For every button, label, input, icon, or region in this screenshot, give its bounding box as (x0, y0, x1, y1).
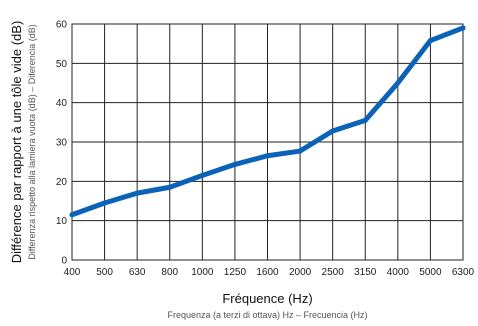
data-point (460, 25, 466, 31)
x-tick-label: 1600 (256, 267, 279, 278)
x-tick-label: 630 (129, 267, 146, 278)
x-tick-label: 500 (96, 267, 113, 278)
x-tick-label: 1000 (191, 267, 214, 278)
y-tick-labels: 0 10 20 30 40 50 60 (56, 20, 68, 267)
y-tick-label: 10 (56, 216, 68, 227)
data-point (362, 117, 368, 123)
y-tick-label: 30 (56, 138, 68, 149)
x-tick-label: 800 (161, 267, 178, 278)
x-tick-label: 5000 (419, 267, 442, 278)
data-point (102, 200, 108, 206)
data-point (134, 190, 140, 196)
y-axis-subtitle: Differenza rispetto alla lamiera vuota (… (27, 24, 37, 259)
y-tick-label: 60 (56, 20, 68, 31)
x-tick-label: 1250 (224, 267, 247, 278)
data-point (265, 153, 270, 159)
data-point (69, 212, 75, 218)
plot-border (71, 23, 464, 261)
x-tick-label: 400 (64, 267, 81, 278)
y-tick-label: 50 (56, 59, 68, 70)
data-point (297, 148, 303, 154)
x-axis-title: Fréquence (Hz) (222, 291, 312, 306)
data-point (395, 80, 401, 86)
x-tick-label: 2000 (289, 267, 312, 278)
grid-layer (71, 23, 464, 261)
y-axis-title: Différence par rapport à une tôle vide (… (9, 21, 24, 264)
x-tick-labels: 400 500 630 800 1000 1250 1600 2000 2500 3150 4000… (64, 267, 475, 278)
y-tick-label: 0 (61, 256, 67, 267)
y-tick-label: 40 (56, 98, 68, 109)
data-point (330, 128, 336, 134)
data-point (232, 161, 238, 167)
series-points (69, 25, 466, 218)
x-tick-label: 4000 (387, 267, 410, 278)
data-point (199, 172, 205, 178)
x-tick-label: 6300 (452, 267, 475, 278)
data-point (427, 38, 433, 44)
data-point (167, 184, 173, 190)
x-axis-subtitle: Frequenza (a terzi di ottava) Hz – Frecu… (167, 310, 367, 320)
x-tick-label: 2500 (322, 267, 345, 278)
x-tick-label: 3150 (354, 267, 377, 278)
y-tick-label: 20 (56, 177, 68, 188)
